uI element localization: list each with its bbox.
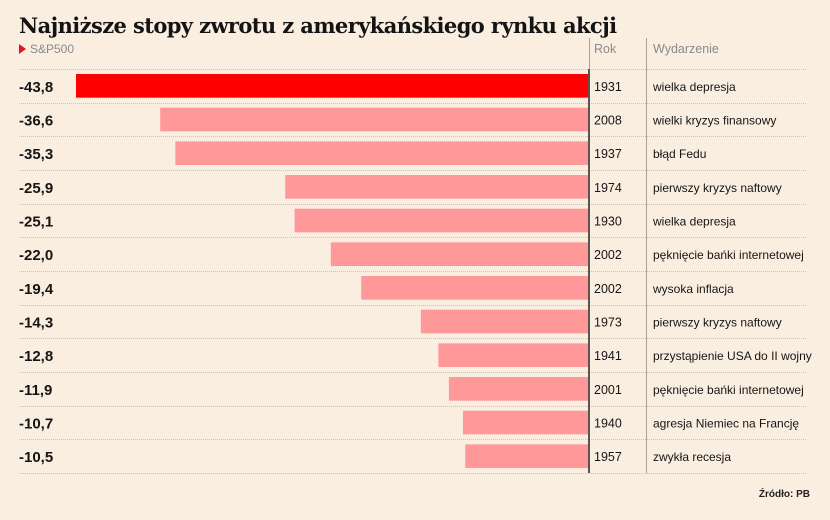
value-label: -10,5 (19, 449, 53, 466)
zero-axis-line (588, 69, 590, 473)
event-label: pierwszy kryzys naftowy (653, 316, 782, 330)
event-label: wielka depresja (652, 215, 736, 229)
bar-2002 (330, 242, 588, 267)
bar-1940 (462, 410, 588, 435)
value-label: -10,7 (19, 416, 53, 433)
year-label: 1957 (594, 450, 622, 464)
column-header-year: Rok (594, 42, 617, 56)
value-label: -14,3 (19, 315, 53, 332)
event-label: wielki kryzys finansowy (652, 114, 776, 128)
bar-2008 (160, 107, 589, 132)
bar-1957 (465, 444, 588, 469)
triangle-marker-icon (19, 44, 26, 54)
bar-1941 (438, 343, 588, 368)
value-label: -25,9 (19, 180, 53, 197)
year-label: 2002 (594, 282, 622, 296)
event-label: wysoka inflacja (652, 282, 734, 296)
year-label: 1937 (594, 147, 622, 161)
event-label: błąd Fedu (653, 147, 706, 161)
year-label: 1931 (594, 80, 622, 94)
bar-1937 (175, 141, 589, 166)
bar-2001 (448, 377, 588, 401)
event-label: pierwszy kryzys naftowy (653, 181, 782, 195)
event-label: agresja Niemiec na Francję (653, 417, 799, 431)
value-label: -25,1 (19, 214, 53, 231)
year-label: 2008 (594, 114, 622, 128)
header-divider-year (589, 38, 590, 69)
year-label: 2001 (594, 383, 622, 397)
year-label: 1930 (594, 215, 622, 229)
column-divider (646, 38, 647, 473)
bar-1973 (420, 309, 588, 334)
event-label: pęknięcie bańki internetowej (653, 383, 804, 397)
event-label: zwykła recesja (653, 450, 731, 464)
event-label: wielka depresja (652, 80, 736, 94)
year-label: 2002 (594, 248, 622, 262)
bar-1930 (294, 208, 588, 233)
subtitle-text: S&P500 (30, 42, 75, 56)
column-header-event: Wydarzenie (653, 42, 719, 56)
source-note: Źródło: PB (758, 489, 810, 500)
chart-subtitle: S&P500 (19, 42, 74, 56)
value-label: -43,8 (19, 79, 53, 96)
event-label: pęknięcie bańki internetowej (653, 248, 804, 262)
value-label: -35,3 (19, 146, 53, 163)
value-label: -11,9 (19, 382, 52, 399)
event-label: przystąpienie USA do II wojny (653, 349, 812, 363)
year-label: 1973 (594, 316, 622, 330)
year-label: 1940 (594, 417, 622, 431)
value-label: -19,4 (19, 281, 54, 298)
chart-title: Najniższe stopy zwrotu z amerykańskiego … (19, 13, 617, 38)
year-label: 1974 (594, 181, 622, 195)
value-label: -22,0 (19, 247, 53, 264)
bar-1974 (285, 175, 588, 199)
value-label: -12,8 (19, 348, 53, 365)
value-label: -36,6 (19, 113, 53, 130)
year-label: 1941 (594, 349, 622, 363)
bar-2002 (361, 276, 588, 300)
bar-1931 (76, 74, 588, 98)
